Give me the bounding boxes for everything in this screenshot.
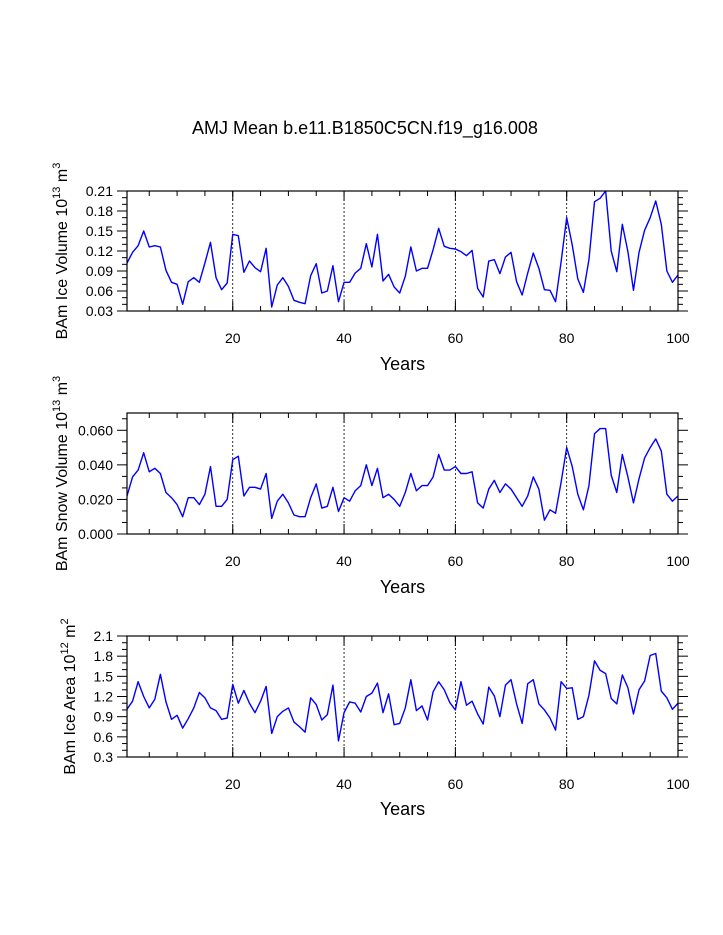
y-axis-label: BAm Snow Volume 1013 m3 [51,376,71,571]
y-tick-label: 1.5 [94,668,114,684]
chart-panel-3: 20 40 60 80 100 0.3 0.6 0.9 1.2 1.5 1.8 2.1 Years BAm… [59,618,690,819]
y-tick-label: 0.21 [86,183,113,199]
y-axis-label-text: BAm Ice Area 10 [62,654,79,774]
y-tick-label: 0.09 [86,263,113,279]
plot-frame [126,412,679,535]
x-tick-label: 60 [448,330,464,346]
y-tick-label: 0.020 [78,491,113,507]
x-tick-label: 20 [225,330,241,346]
x-tick-label: 60 [448,553,464,569]
y-axis-label-text: BAm Ice Volume 10 [54,199,71,340]
y-axis-label-superscript: 13 [51,187,63,199]
x-tick-label: 100 [666,330,690,346]
y-axis-label-text: m [54,382,71,400]
y-axis-label-text: m [54,169,71,187]
y-tick-label: 0.03 [86,303,113,319]
y-tick-label: 2.1 [94,628,114,644]
y-tick-label: 0.040 [78,457,113,473]
x-tick-label: 20 [225,776,241,792]
y-tick-label: 0.06 [86,283,113,299]
x-axis-label: Years [380,799,425,819]
y-tick-label: 0.3 [94,749,114,765]
x-tick-label: 40 [336,553,352,569]
chart-panel-1: 20 40 60 80 100 0.03 0.06 0.09 0.12 0.15 0.18 0.21 Y… [51,163,690,374]
y-axis-label: BAm Ice Area 1012 m2 [59,618,79,774]
x-tick-label: 40 [336,776,352,792]
y-axis-label-text: m [62,625,79,643]
y-tick-label: 0.12 [86,243,113,259]
plot-frame [126,190,679,312]
y-tick-label: 0.000 [78,526,113,542]
x-axis-label: Years [380,577,425,597]
x-tick-label: 20 [225,553,241,569]
x-tick-label: 80 [559,330,575,346]
x-tick-label: 100 [666,553,690,569]
y-tick-label: 0.9 [94,709,114,725]
chart-panel-2: 20 40 60 80 100 0.000 0.020 0.040 0.060 Years BAm … [51,376,690,597]
figure-title: AMJ Mean b.e11.B1850C5CN.f19_g16.008 [192,118,538,139]
y-axis-label: BAm Ice Volume 1013 m3 [51,163,71,340]
y-axis-label-superscript: 3 [51,163,63,169]
y-axis-label-text: BAm Snow Volume 10 [54,412,71,571]
y-axis-label-superscript: 12 [59,642,71,654]
x-tick-label: 60 [448,776,464,792]
y-tick-label: 0.18 [86,203,113,219]
y-tick-label: 0.060 [78,422,113,438]
y-axis-label-superscript: 2 [59,618,71,624]
x-tick-label: 80 [559,553,575,569]
x-tick-label: 40 [336,330,352,346]
y-tick-label: 0.15 [86,223,113,239]
y-tick-label: 0.6 [94,729,114,745]
series-line-1-1 [126,190,679,308]
y-tick-label: 1.2 [94,689,114,705]
series-line-3-1 [126,652,679,742]
series-line-2-1 [126,427,679,521]
x-tick-label: 80 [559,776,575,792]
x-axis-label: Years [380,354,425,374]
y-tick-label: 1.8 [94,648,114,664]
y-axis-label-superscript: 13 [51,400,63,412]
x-tick-label: 100 [666,776,690,792]
y-axis-label-superscript: 3 [51,376,63,382]
plot-frame [126,635,679,758]
